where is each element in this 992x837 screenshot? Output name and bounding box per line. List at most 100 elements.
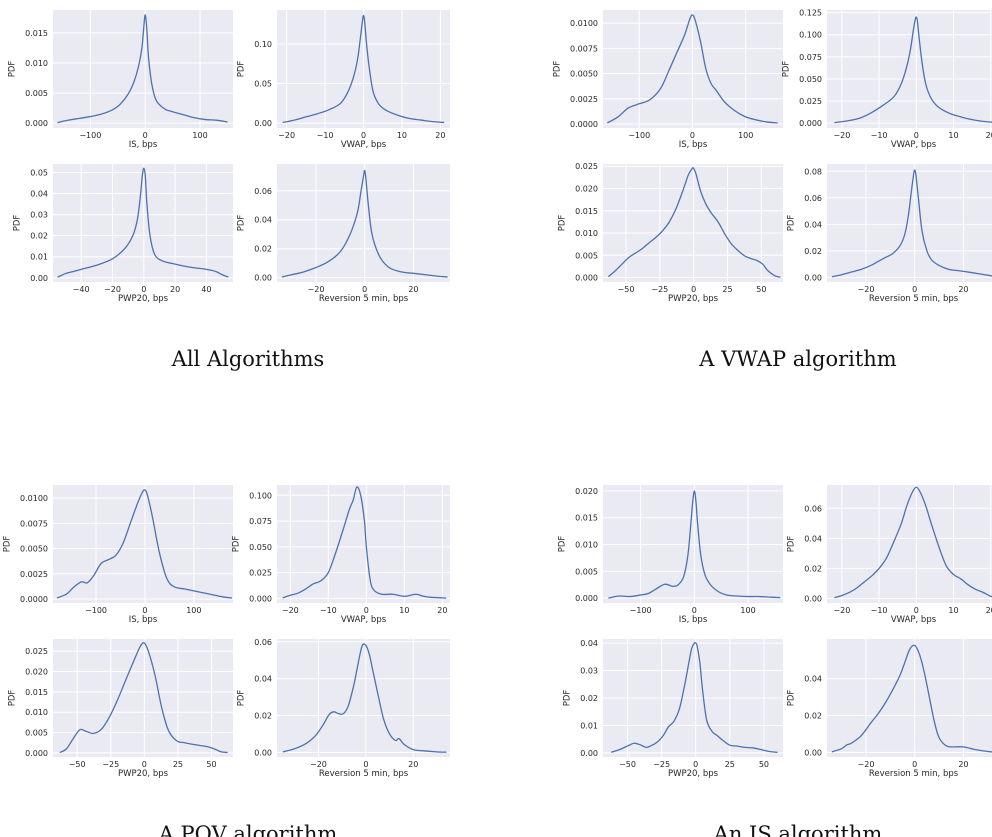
y-axis-label: PDF xyxy=(787,690,797,707)
y-tick-label: 0.020 xyxy=(575,487,598,496)
y-tick-label: 0.03 xyxy=(580,667,598,676)
subplot-1-4: −20 0 20 0.00 0.02 0.04 0.06 Reversion 5 min, b… xyxy=(237,164,450,304)
y-tick-label: 0.00 xyxy=(254,119,272,128)
y-tick-label: 0.000 xyxy=(25,749,48,758)
y-axis-label: PDF xyxy=(787,215,797,232)
x-tick-label: −10 xyxy=(320,606,337,615)
y-tick-label: 0.04 xyxy=(804,534,822,543)
subplot-4-1: −100 0 100 0.000 0.005 0.010 0.015 0.020 IS, bps… xyxy=(558,485,783,625)
y-axis-label: PDF xyxy=(13,215,23,232)
x-tick-label: 0 xyxy=(142,760,147,769)
plot-area xyxy=(603,164,783,282)
x-axis-label: Reversion 5 min, bps xyxy=(319,769,409,779)
y-tick-label: 0.00 xyxy=(254,274,272,283)
y-axis-label: PDF xyxy=(558,215,568,232)
y-axis-label: PDF xyxy=(237,690,247,707)
y-tick-label: 0.06 xyxy=(804,504,822,513)
x-tick-label: −10 xyxy=(317,131,334,140)
plot-area xyxy=(53,639,233,757)
panel-3: −100 0 1000.00000.00250.00500.00750.0100IS… xyxy=(2,485,450,837)
y-tick-label: 0.075 xyxy=(799,53,822,62)
x-tick-label: −10 xyxy=(871,131,888,140)
y-tick-label: 0.0075 xyxy=(570,44,598,53)
pdf-series-line xyxy=(834,16,992,124)
y-axis-label: PDF xyxy=(552,61,562,78)
pdf-series-line xyxy=(834,486,992,599)
x-tick-label: −10 xyxy=(871,606,888,615)
y-tick-label: 0.06 xyxy=(254,638,272,647)
pdf-series-line xyxy=(282,486,447,599)
subplot-2-4: −20 0 20 0.00 0.02 0.04 0.06 0.08 Reversion 5 mi… xyxy=(787,164,992,304)
x-tick-label: 0 xyxy=(693,760,698,769)
plot-area xyxy=(277,639,450,757)
y-tick-label: 0.0050 xyxy=(570,70,598,79)
y-tick-label: 0.10 xyxy=(254,40,272,49)
plot-area xyxy=(277,485,450,603)
x-tick-label: −20 xyxy=(833,131,850,140)
x-tick-label: −20 xyxy=(310,760,327,769)
x-tick-label: 20 xyxy=(437,606,447,615)
x-tick-label: 100 xyxy=(186,606,201,615)
x-tick-label: −25 xyxy=(651,285,668,294)
x-tick-label: −100 xyxy=(630,606,652,615)
subplot-2-3: −50 −25 0 25 50 0.000 0.005 0.010 0.015 0.020 0.02… xyxy=(558,162,783,304)
y-tick-label: 0.005 xyxy=(575,251,598,260)
x-tick-label: −20 xyxy=(308,285,325,294)
y-tick-label: 0.000 xyxy=(799,119,822,128)
x-tick-label: 20 xyxy=(958,760,968,769)
x-tick-label: −25 xyxy=(653,760,670,769)
subplot-1-1: −100 0 100 0.000 0.005 0.010 0.015 IS, bps PDF xyxy=(8,10,233,150)
y-axis-label: PDF xyxy=(237,215,247,232)
y-tick-label: 0.025 xyxy=(799,97,822,106)
panel-caption: A POV algorithm xyxy=(158,822,338,837)
y-axis-label: PDF xyxy=(563,690,573,707)
x-tick-label: 0 xyxy=(361,131,366,140)
pdf-series-line xyxy=(282,643,447,753)
x-axis-label: Reversion 5 min, bps xyxy=(869,294,959,304)
subplot-4-2: −20 −10 0 10 20 0.00 0.02 0.04 0.06 VWAP, bps PDF xyxy=(787,485,992,625)
x-tick-label: −100 xyxy=(79,131,101,140)
y-tick-label: 0.00 xyxy=(30,274,48,283)
plot-area xyxy=(277,164,450,282)
x-tick-label: 20 xyxy=(435,131,445,140)
pdf-series-line xyxy=(831,169,992,278)
y-tick-label: 0.00 xyxy=(254,748,272,757)
y-tick-label: 0.020 xyxy=(575,184,598,193)
x-tick-label: 0 xyxy=(142,606,147,615)
x-tick-label: 10 xyxy=(397,131,407,140)
x-axis-label: IS, bps xyxy=(679,140,708,150)
pdf-series-line xyxy=(57,14,228,124)
y-tick-label: 0.02 xyxy=(254,245,272,254)
subplot-2-2: −20 −10 0 10 20 0.000 0.025 0.050 0.075 0.100 0.12… xyxy=(782,9,992,150)
x-tick-label: 0 xyxy=(364,606,369,615)
y-tick-label: 0.04 xyxy=(804,675,822,684)
y-tick-label: 0.005 xyxy=(25,89,48,98)
y-tick-label: 0.000 xyxy=(249,594,272,603)
subplot-1-2: −20 −10 0 10 20 0.00 0.05 0.10 VWAP, bps PDF xyxy=(237,10,450,150)
y-tick-label: 0.00 xyxy=(804,594,822,603)
y-tick-label: 0.020 xyxy=(25,668,48,677)
y-tick-label: 0.100 xyxy=(249,491,272,500)
y-tick-label: 0.025 xyxy=(249,569,272,578)
y-tick-label: 0.000 xyxy=(575,594,598,603)
x-tick-label: 10 xyxy=(399,606,409,615)
x-tick-label: 0 xyxy=(912,285,917,294)
x-tick-label: 25 xyxy=(722,285,732,294)
x-tick-label: 0 xyxy=(141,285,146,294)
panel-2: −100 0 1000.00000.00250.00500.00750.0100IS… xyxy=(552,9,992,371)
pdf-series-line xyxy=(282,14,445,124)
y-tick-label: 0.02 xyxy=(580,694,598,703)
pdf-series-line xyxy=(281,169,448,278)
x-tick-label: 0 xyxy=(914,131,919,140)
y-tick-label: 0.02 xyxy=(804,247,822,256)
y-tick-label: 0.0025 xyxy=(570,95,598,104)
x-tick-label: 20 xyxy=(408,760,418,769)
y-tick-label: 0.05 xyxy=(30,168,48,177)
x-axis-label: IS, bps xyxy=(679,615,708,625)
pdf-series-line xyxy=(607,166,781,278)
y-tick-label: 0.04 xyxy=(254,675,272,684)
y-tick-label: 0.0100 xyxy=(20,494,48,503)
y-tick-label: 0.005 xyxy=(575,567,598,576)
